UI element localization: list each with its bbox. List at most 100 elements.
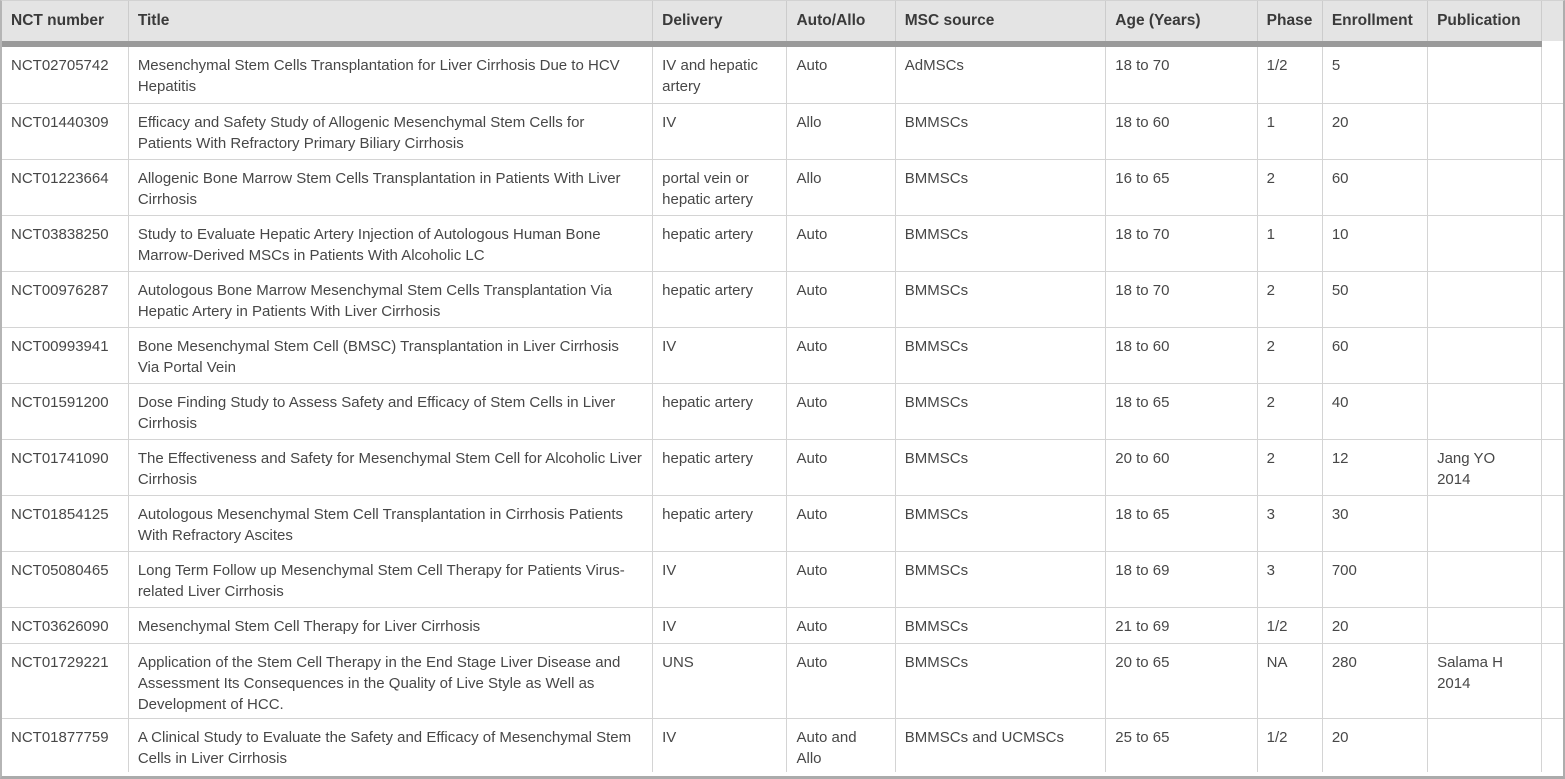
table-row: NCT01877759 A Clinical Study to Evaluate … [2,718,1563,772]
table-row: NCT03626090 Mesenchymal Stem Cell Therapy… [2,607,1563,644]
cell-phase: 2 [1257,327,1323,384]
cell-age-years: 18 to 69 [1105,551,1258,608]
cell-msc-source: BMMSCs [895,551,1107,608]
cell-phase: 3 [1257,495,1323,552]
cell-nct-number: NCT01223664 [2,159,129,216]
cell-msc-source: BMMSCs [895,383,1107,440]
cell-phase: 1/2 [1257,607,1323,644]
column-header-msc-source: MSC source [895,1,1107,41]
scrollbar-gutter [1541,41,1563,47]
table-row: NCT01591200 Dose Finding Study to Assess … [2,383,1563,440]
cell-enrollment: 280 [1322,643,1429,719]
header-row: NCT number Title Delivery Auto/Allo MSC sour… [2,1,1563,41]
cell-title: Long Term Follow up Mesenchymal Stem Cel… [128,551,654,608]
cell-msc-source: BMMSCs [895,607,1107,644]
cell-enrollment: 60 [1322,159,1429,216]
cell-enrollment: 20 [1322,103,1429,160]
cell-title: Bone Mesenchymal Stem Cell (BMSC) Transp… [128,327,654,384]
cell-title: Mesenchymal Stem Cells Transplantation f… [128,47,654,104]
cell-enrollment: 700 [1322,551,1429,608]
table-row: NCT00993941 Bone Mesenchymal Stem Cell (B… [2,327,1563,384]
cell-publication [1427,383,1543,440]
scrollbar-gutter-cell [1541,643,1563,719]
cell-auto-allo: Auto [786,551,896,608]
cell-publication [1427,271,1543,328]
cell-age-years: 18 to 70 [1105,271,1258,328]
cell-msc-source: AdMSCs [895,47,1107,104]
cell-publication [1427,718,1543,772]
cell-phase: 3 [1257,551,1323,608]
cell-phase: 2 [1257,271,1323,328]
cell-age-years: 18 to 60 [1105,327,1258,384]
cell-auto-allo: Auto [786,215,896,272]
column-header-age-years: Age (Years) [1105,1,1258,41]
cell-delivery: IV [652,103,788,160]
cell-nct-number: NCT01877759 [2,718,129,772]
scrollbar-gutter-cell [1541,271,1563,328]
column-header-delivery: Delivery [652,1,788,41]
cell-phase: 2 [1257,159,1323,216]
cell-age-years: 16 to 65 [1105,159,1258,216]
cell-title: Mesenchymal Stem Cell Therapy for Liver … [128,607,654,644]
cell-title: Autologous Mesenchymal Stem Cell Transpl… [128,495,654,552]
cell-auto-allo: Auto [786,607,896,644]
column-header-phase: Phase [1257,1,1323,41]
cell-enrollment: 20 [1322,607,1429,644]
cell-auto-allo: Auto [786,383,896,440]
cell-publication [1427,551,1543,608]
cell-phase: NA [1257,643,1323,719]
cell-delivery: hepatic artery [652,271,788,328]
cell-nct-number: NCT01591200 [2,383,129,440]
table-row: NCT05080465 Long Term Follow up Mesenchym… [2,551,1563,608]
scrollbar-gutter-cell [1541,439,1563,496]
cell-publication [1427,607,1543,644]
cell-age-years: 21 to 69 [1105,607,1258,644]
scrollbar-gutter-cell [1541,47,1563,104]
cell-publication: Salama H 2014 [1427,643,1543,719]
cell-nct-number: NCT01440309 [2,103,129,160]
cell-publication [1427,47,1543,104]
cell-phase: 2 [1257,439,1323,496]
scrollbar-gutter-cell [1541,327,1563,384]
cell-auto-allo: Auto and Allo [786,718,896,772]
cell-delivery: hepatic artery [652,439,788,496]
cell-title: A Clinical Study to Evaluate the Safety … [128,718,654,772]
cell-nct-number: NCT01741090 [2,439,129,496]
cell-phase: 2 [1257,383,1323,440]
cell-age-years: 20 to 65 [1105,643,1258,719]
table-row: NCT03838250 Study to Evaluate Hepatic Art… [2,215,1563,272]
cell-publication [1427,215,1543,272]
table-row: NCT01440309 Efficacy and Safety Study of … [2,103,1563,160]
cell-title: Autologous Bone Marrow Mesenchymal Stem … [128,271,654,328]
cell-nct-number: NCT03838250 [2,215,129,272]
cell-delivery: hepatic artery [652,215,788,272]
cell-msc-source: BMMSCs [895,327,1107,384]
cell-nct-number: NCT01729221 [2,643,129,719]
cell-enrollment: 20 [1322,718,1429,772]
scrollbar-gutter-cell [1541,215,1563,272]
table-row: NCT02705742 Mesenchymal Stem Cells Transp… [2,47,1563,104]
cell-age-years: 18 to 70 [1105,47,1258,104]
cell-msc-source: BMMSCs [895,103,1107,160]
table-body: NCT02705742 Mesenchymal Stem Cells Transp… [2,47,1563,772]
cell-auto-allo: Auto [786,643,896,719]
cell-enrollment: 30 [1322,495,1429,552]
table-row: NCT01223664 Allogenic Bone Marrow Stem Ce… [2,159,1563,216]
cell-enrollment: 5 [1322,47,1429,104]
cell-publication: Jang YO 2014 [1427,439,1543,496]
cell-age-years: 18 to 60 [1105,103,1258,160]
cell-age-years: 18 to 65 [1105,383,1258,440]
cell-phase: 1 [1257,215,1323,272]
scrollbar-gutter-cell [1542,718,1563,772]
cell-delivery: hepatic artery [652,495,788,552]
cell-phase: 1/2 [1257,718,1323,772]
cell-delivery: IV and hepatic artery [652,47,788,104]
scrollbar-gutter-cell [1541,103,1563,160]
cell-publication [1427,103,1543,160]
cell-enrollment: 50 [1322,271,1429,328]
table-row: NCT01741090 The Effectiveness and Safety … [2,439,1563,496]
cell-msc-source: BMMSCs [895,159,1107,216]
cell-auto-allo: Auto [786,439,896,496]
column-header-enrollment: Enrollment [1322,1,1429,41]
